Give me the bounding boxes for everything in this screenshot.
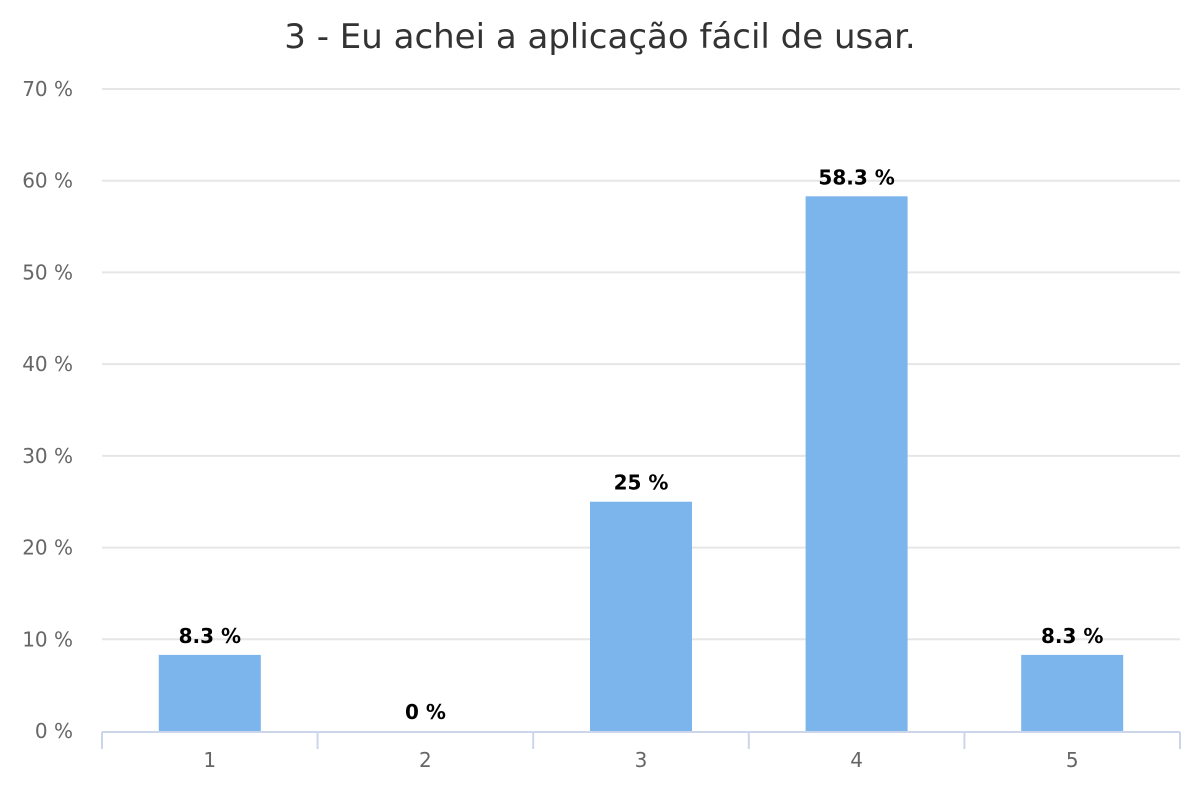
data-label: 25 % [614, 471, 669, 495]
bar-4 [805, 196, 908, 731]
bar-1 [158, 654, 261, 731]
data-label: 8.3 % [179, 624, 241, 648]
data-label: 8.3 % [1041, 624, 1103, 648]
data-label: 0 % [405, 700, 446, 724]
y-tick-label: 60 % [22, 169, 73, 193]
bars [158, 196, 1124, 731]
x-tick-label: 5 [1066, 748, 1079, 772]
gridlines [102, 88, 1180, 641]
bar-5 [1021, 654, 1124, 731]
bar-3 [590, 501, 692, 731]
y-tick-label: 30 % [22, 444, 73, 468]
x-tick-label: 1 [203, 748, 216, 772]
data-label: 58.3 % [818, 165, 894, 189]
y-tick-label: 0 % [35, 719, 73, 743]
data-labels: 8.3 % 0 % 25 % 58.3 % 8.3 % [179, 165, 1104, 724]
chart-title: 3 - Eu achei a aplicação fácil de usar. [284, 17, 916, 57]
y-tick-label: 40 % [22, 352, 73, 376]
x-tick-label: 3 [635, 748, 648, 772]
x-tick-label: 4 [850, 748, 863, 772]
y-tick-label: 20 % [22, 536, 73, 560]
x-axis: 1 2 3 4 5 [101, 731, 1181, 772]
y-axis-ticks: 0 % 10 % 20 % 30 % 40 % 50 % 60 % 70 % [22, 77, 73, 743]
y-tick-label: 50 % [22, 260, 73, 284]
y-tick-label: 70 % [22, 77, 73, 101]
x-tick-label: 2 [419, 748, 432, 772]
y-tick-label: 10 % [22, 627, 73, 651]
